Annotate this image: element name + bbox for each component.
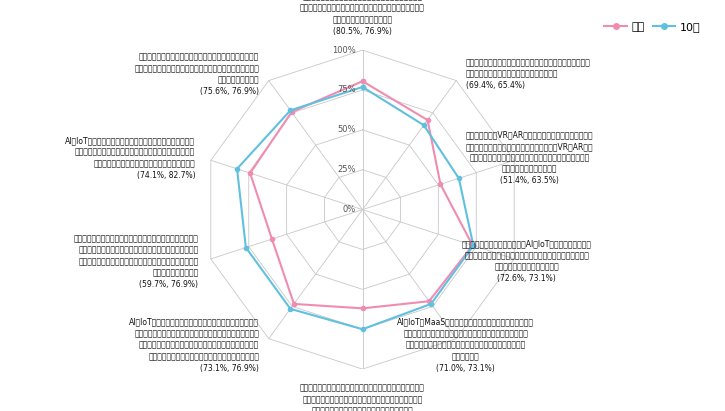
Text: 0%: 0% [343, 205, 356, 214]
Legend: 全体, 10代: 全体, 10代 [600, 18, 705, 37]
Text: 50%: 50% [338, 125, 356, 134]
Text: 25%: 25% [338, 165, 356, 174]
Text: 自宅にいながらVR・ARなどで観光地をより臨場感をもっ
て体験できるとともに、旅先を訪れた際にはVR・ARなど
で付加価値の高まった新たな体験ができ、より質の高: 自宅にいながらVR・ARなどで観光地をより臨場感をもっ て体験できるとともに、旅… [466, 130, 594, 185]
Text: まちが歩きやすく居心地がよくなるとともに、デジタルツイ
ンなどの活用により今までにない魅力的なサービスが生ま
れ、新たな体験や創造的な活動が楽しめる暮らし
(6: まちが歩きやすく居心地がよくなるとともに、デジタルツイ ンなどの活用により今まで… [300, 383, 425, 411]
Text: 自動運転機能などの技術により、日々の移動における事故
リスクが減り、緊急時には次世代モビリティにより迅速に救
急搬送される暮らし
(75.6%, 76.9%): 自動運転機能などの技術により、日々の移動における事故 リスクが減り、緊急時には次… [134, 53, 260, 96]
Text: AI・IoTやMaaSなどの活用により、次世代モビリティを含
めた様々な移動手段の接続・連携がスムーズになり、個人の
ニーズに合った最適な移動サービスや関連サー: AI・IoTやMaaSなどの活用により、次世代モビリティを含 めた様々な移動手段… [397, 318, 534, 372]
Text: AI・IoTなどのデジタル活用により、災害や事故の予測情報
が充実し未然に被害を防ぐ行動をとるとともに、発災後に
は状況をいち早く把握しリアルタイムで最適な判断: AI・IoTなどのデジタル活用により、災害や事故の予測情報 が充実し未然に被害を… [297, 0, 428, 36]
Text: テレワークやデジタル仮想空間（メタバース等）の活用によ
り、物理的な移動を伴う出勤や買い物を余儀なくされる機
会が減少し、自由な時間が増え、住む場所を個人の嗜好: テレワークやデジタル仮想空間（メタバース等）の活用によ り、物理的な移動を伴う出… [73, 234, 199, 289]
Text: AI・IoTや自動運転などの活用により、自動運転のバス・自
動車やエアモビリティなど移動手段が多様化するとともに、
オンデマンドやシェアリングなどモビリティ形態: AI・IoTや自動運転などの活用により、自動運転のバス・自 動車やエアモビリティ… [129, 318, 260, 372]
Text: ドローン配送や次世代モビリティの普及などにより、都市で
も山間部に住んでいても利便性の高い暮らし
(69.4%, 65.4%): ドローン配送や次世代モビリティの普及などにより、都市で も山間部に住んでいても利… [465, 58, 591, 90]
Text: 脱炭素型のインフラが普及し、AI・IoTなどのデジタル活用
により、住宅やオフィスにおいてもエネルギーが効率的に利
用できる環境に配慮した暮らし
(72.6%,: 脱炭素型のインフラが普及し、AI・IoTなどのデジタル活用 により、住宅やオフィ… [462, 240, 592, 283]
Text: 100%: 100% [332, 46, 356, 55]
Text: AI・IoTやロボットなどの活用により、仕事や家事が効率化
し、重労働や長時間労働が抑制される環境が整い、働きや
すくより多くの人の社会参加が可能となる暮らし
: AI・IoTやロボットなどの活用により、仕事や家事が効率化 し、重労働や長時間労… [65, 136, 195, 180]
Text: 75%: 75% [338, 85, 356, 95]
